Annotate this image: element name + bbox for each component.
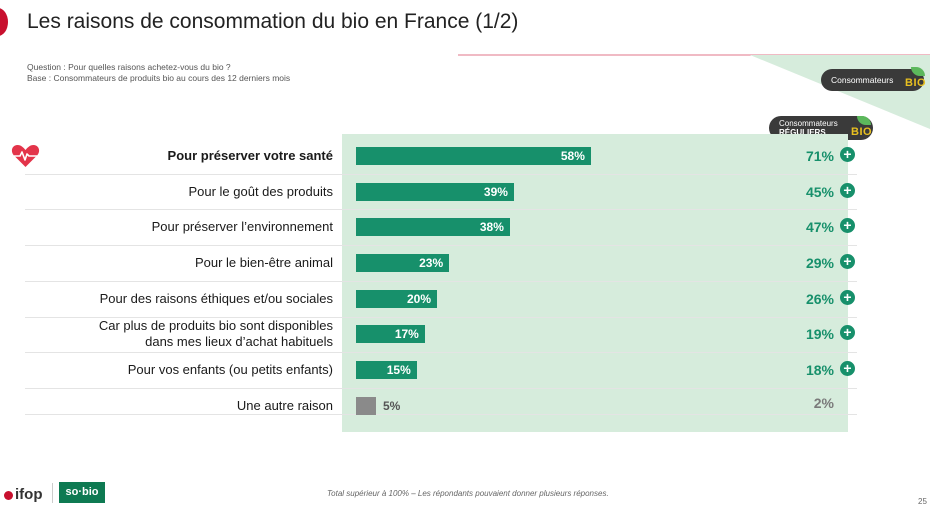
bar <box>356 253 450 272</box>
plus-icon: + <box>840 361 855 377</box>
bar-value-label: 39% <box>483 184 508 199</box>
bio-badge: BIO <box>851 126 873 138</box>
category-label: Pour des raisons éthiques et/ou sociales <box>99 290 333 306</box>
bar-value-label: 20% <box>406 291 431 306</box>
heart-icon <box>11 145 40 167</box>
page-number: 25 <box>918 497 927 506</box>
regular-value-label: 26% <box>805 290 834 307</box>
bar <box>356 182 514 201</box>
logo-divider <box>52 483 53 503</box>
category-label: Pour préserver l’environnement <box>151 219 333 235</box>
plus-icon: + <box>840 325 855 341</box>
bar <box>356 146 591 165</box>
legend-regular-line2: RÉGULIERS <box>779 128 826 137</box>
category-label: Pour vos enfants (ou petits enfants) <box>127 362 333 378</box>
plus-icon: + <box>840 253 855 269</box>
plus-icon: + <box>840 289 855 305</box>
category-label: Pour préserver votre santé <box>167 147 333 163</box>
leaf-icon <box>911 67 925 76</box>
legend-consumers-label: Consommateurs <box>831 75 894 85</box>
bar-value-label: 58% <box>560 148 585 163</box>
row-separator <box>25 387 857 389</box>
row-separator <box>25 413 857 415</box>
question-text: Question : Pour quelles raisons achetez-… <box>27 62 231 72</box>
category-label: Car plus de produits bio sont disponible… <box>98 318 333 350</box>
regular-value-label: 29% <box>805 254 834 271</box>
bar-value-label: 23% <box>419 255 444 270</box>
brand-dot <box>0 8 8 36</box>
bar-value-label: 17% <box>394 327 419 342</box>
bar-value-label: 5% <box>383 398 401 413</box>
row-separator <box>25 352 857 354</box>
plus-icon: + <box>840 218 855 234</box>
leaf-icon <box>857 116 871 125</box>
category-label: Pour le bien-être animal <box>194 254 333 270</box>
plus-icon: + <box>840 182 855 198</box>
bar <box>356 289 437 308</box>
sobio-logo: so·bio <box>59 482 105 503</box>
legend-consumers-badge: Consommateurs BIO <box>821 67 927 91</box>
plus-icon: + <box>840 146 855 162</box>
bar <box>356 361 417 380</box>
regular-value-label: 47% <box>805 219 834 236</box>
regular-value-label: 45% <box>805 183 834 200</box>
page-title: Les raisons de consommation du bio en Fr… <box>27 10 519 33</box>
regular-value-label: 71% <box>805 147 834 164</box>
bar-value-label: 38% <box>479 220 504 235</box>
regular-value-label: 19% <box>805 326 834 343</box>
row-separator <box>25 280 857 282</box>
row-separator <box>25 316 857 318</box>
row-separator <box>25 245 857 247</box>
bar-value-label: 15% <box>386 363 411 378</box>
row-separator <box>25 209 857 211</box>
regular-value-label: 2% <box>813 394 834 411</box>
bar <box>356 325 425 344</box>
base-text: Base : Consommateurs de produits bio au … <box>27 73 291 83</box>
ifop-logo: ifop <box>15 486 43 503</box>
footnote: Total supérieur à 100% – Les répondants … <box>327 489 609 498</box>
row-separator <box>25 173 857 175</box>
bar <box>356 218 510 237</box>
bio-badge: BIO <box>905 77 927 89</box>
legend-regular-line1: Consommateurs <box>779 119 838 128</box>
ifop-logo-dot <box>4 491 13 500</box>
regular-value-label: 18% <box>805 362 834 379</box>
bar <box>356 396 376 415</box>
category-label: Une autre raison <box>236 397 333 413</box>
category-label: Pour le goût des produits <box>188 183 333 199</box>
